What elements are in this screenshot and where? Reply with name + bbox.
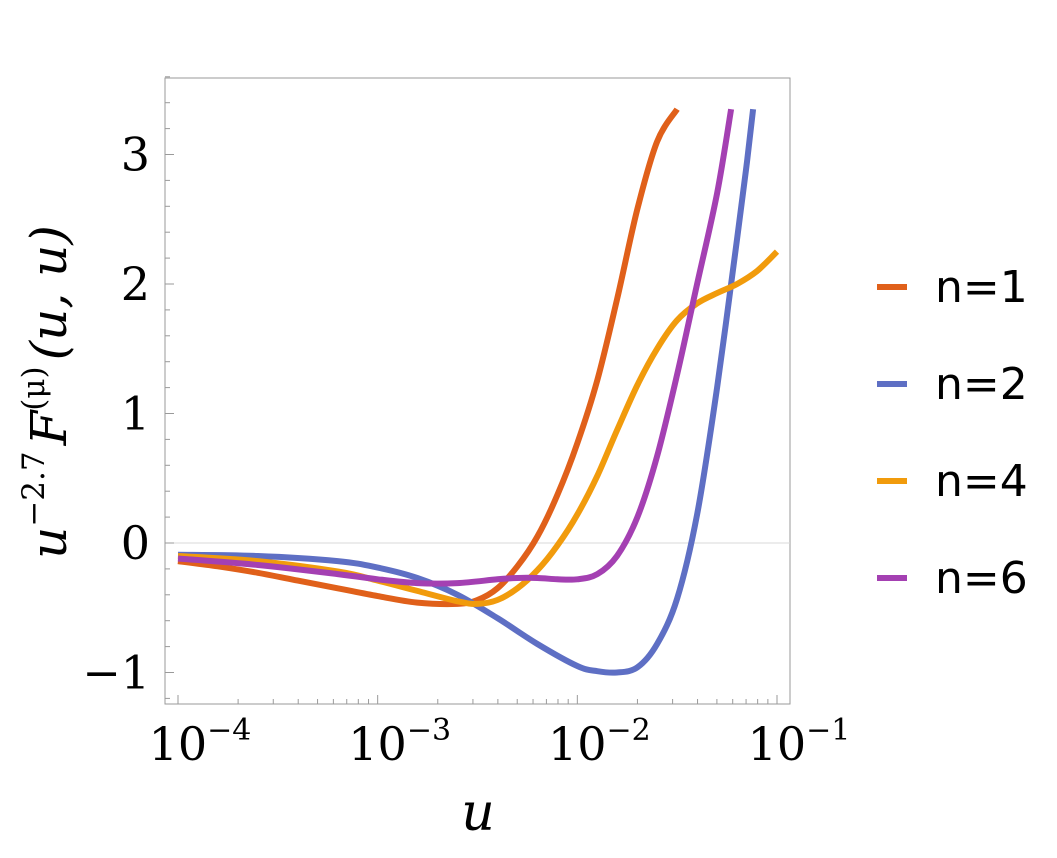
y-tick-label: 1 bbox=[121, 387, 150, 441]
series-line-n1 bbox=[177, 107, 680, 608]
legend: n=1 n=2 n=4 n=6 bbox=[877, 262, 1028, 604]
x-tick-label: 10−3 bbox=[348, 713, 451, 771]
legend-label: n=4 bbox=[935, 456, 1028, 507]
x-tick-label: 10−1 bbox=[748, 713, 851, 771]
series-line-n6 bbox=[177, 108, 735, 587]
series-line-n2 bbox=[177, 108, 757, 676]
x-tick-label: 10−4 bbox=[149, 713, 252, 771]
tick-marks bbox=[165, 76, 778, 704]
legend-label: n=2 bbox=[935, 359, 1028, 410]
plot-frame bbox=[164, 77, 791, 705]
legend-label: n=1 bbox=[935, 262, 1028, 313]
y-tick-label: 3 bbox=[121, 128, 150, 182]
x-tick-labels: 10−4 10−3 10−2 10−1 bbox=[149, 713, 851, 771]
y-axis-title-base: u bbox=[20, 527, 78, 559]
series-layer bbox=[177, 107, 780, 676]
y-tick-label: 0 bbox=[121, 516, 150, 570]
y-axis-title-exponent: −2.7 bbox=[16, 451, 52, 526]
legend-label: n=6 bbox=[935, 553, 1028, 604]
y-axis-title-func-sup: (μ) bbox=[16, 366, 52, 410]
x-axis-title: u bbox=[461, 783, 495, 843]
y-tick-labels: −1 0 1 2 3 bbox=[82, 128, 150, 700]
y-tick-label: 2 bbox=[121, 257, 150, 311]
y-axis-title: u−2.7 F(μ) (u, u) bbox=[16, 225, 78, 559]
y-tick-label: −1 bbox=[82, 646, 150, 700]
y-axis-title-args: (u, u) bbox=[20, 225, 78, 360]
y-axis-title-func: F bbox=[20, 408, 78, 446]
x-tick-label: 10−2 bbox=[548, 713, 651, 771]
